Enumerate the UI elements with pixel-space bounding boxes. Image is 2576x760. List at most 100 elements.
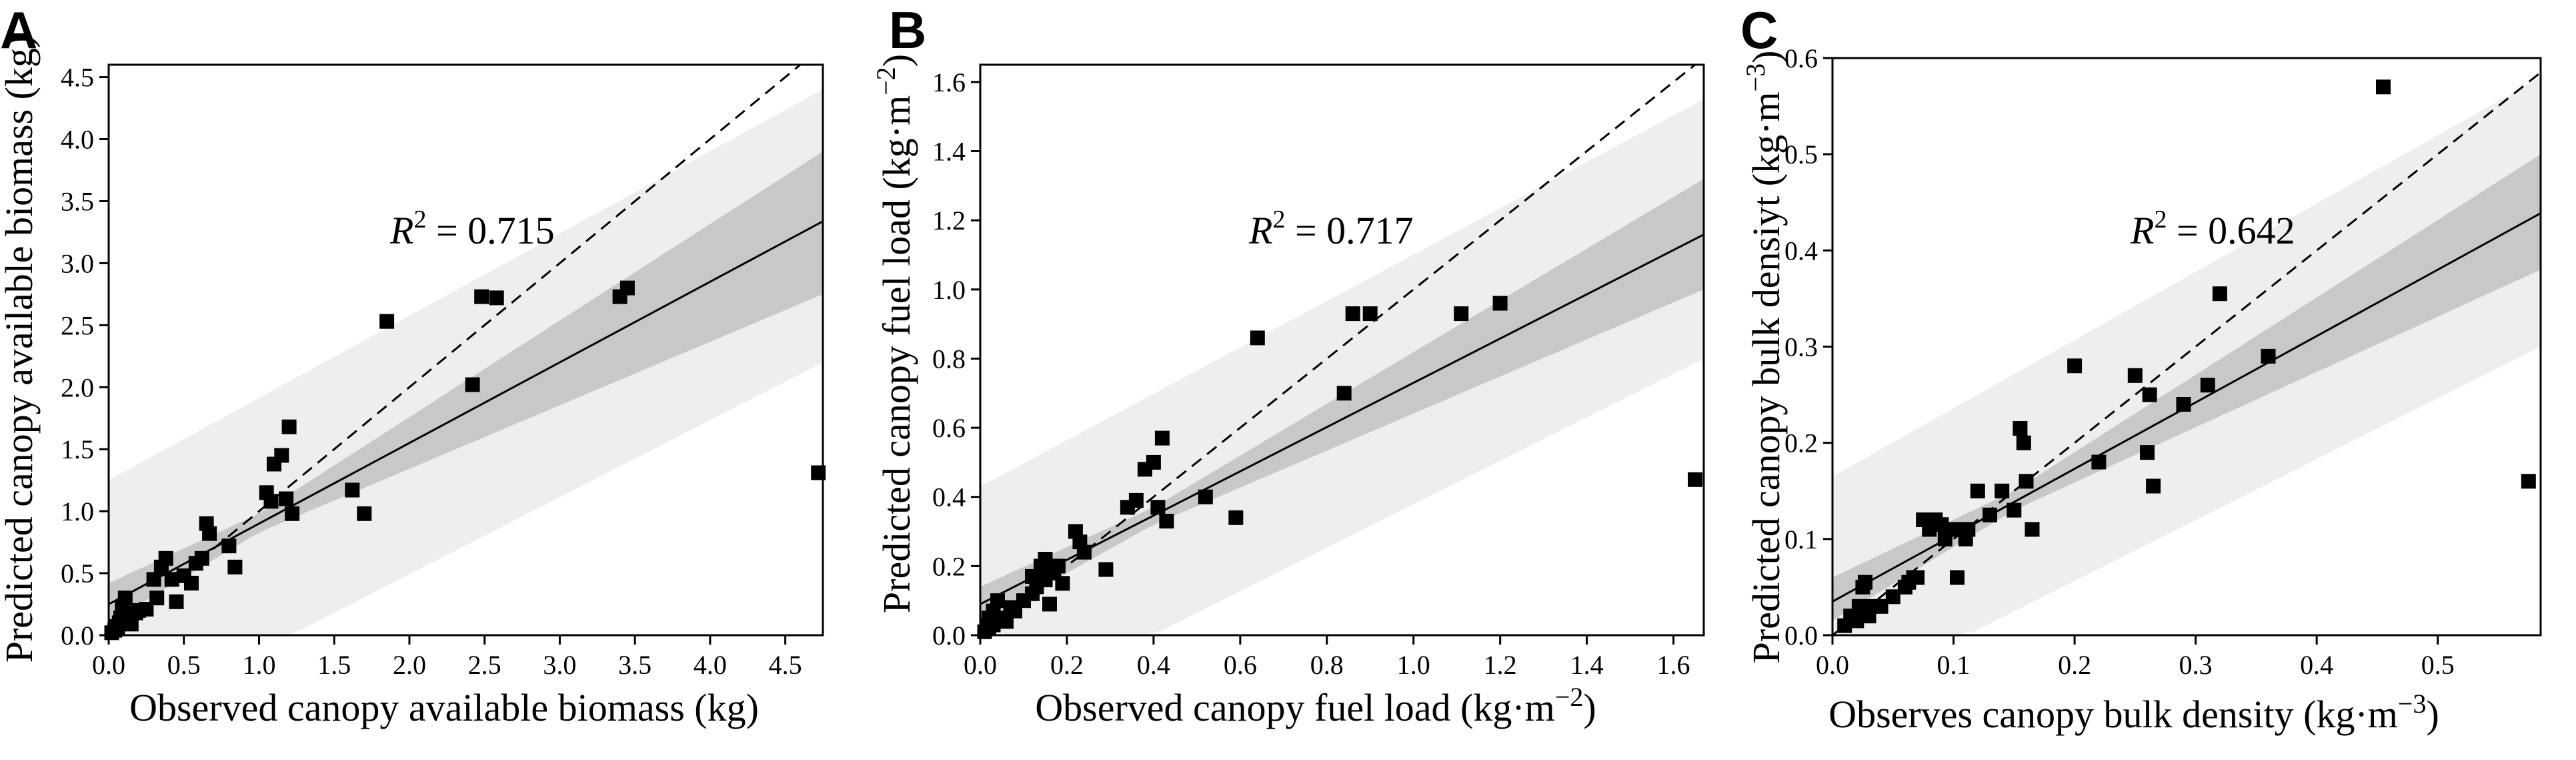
- panel-a-axes-frame: [107, 63, 824, 637]
- data-point: [2013, 421, 2028, 436]
- y-tick-label: 0.0: [932, 621, 966, 651]
- panel-c-x-axis-label: Observes canopy bulk density (kg·m−3): [1828, 689, 2439, 736]
- panel-b-one-to-one-dashed: [980, 63, 1696, 637]
- data-point: [1250, 330, 1265, 346]
- panel-a-y-axis-label: Predicted canopy available biomass (kg): [0, 35, 41, 663]
- panel-c-r2-label: R2 = 0.642: [2130, 206, 2295, 252]
- y-tick-label: 0.3: [1784, 332, 1818, 362]
- data-point: [474, 289, 489, 304]
- x-tick-label: 0.0: [1816, 650, 1849, 680]
- y-tick-label: 0.5: [1784, 139, 1818, 169]
- y-tick-label: 1.6: [932, 67, 966, 97]
- y-tick-label: 0.4: [1784, 236, 1818, 266]
- data-point: [158, 550, 173, 566]
- panel-b-axes: [979, 63, 1705, 637]
- data-point: [1492, 296, 1508, 311]
- x-tick-label: 0.2: [1050, 650, 1084, 680]
- panel-c-y-axis-label: Predicted canopy bulk densiyt (kg·m−3): [1740, 51, 1788, 664]
- x-tick-label: 1.0: [242, 650, 275, 680]
- panel-a: A 0.0 0.5 1.0 1.5 2.0 2.5 3.0 3.5 4.0 4.5 0.0 0.5 1…: [0, 1, 826, 729]
- data-point: [465, 377, 480, 392]
- data-point: [2376, 79, 2391, 95]
- panel-letter-a: A: [0, 1, 37, 59]
- panel-a-x-axis-label: Observed canopy available biomass (kg): [129, 686, 759, 729]
- data-point: [990, 593, 1005, 609]
- x-tick-label: 3.5: [618, 650, 652, 680]
- x-tick-label: 0.1: [1937, 650, 1971, 680]
- data-point: [619, 280, 635, 296]
- data-point: [169, 594, 184, 609]
- data-point: [1858, 575, 1872, 590]
- data-point: [274, 448, 289, 463]
- y-tick-label: 0.5: [61, 558, 94, 589]
- panel-a-axes: [107, 63, 824, 637]
- x-tick-label: 3.0: [543, 650, 576, 680]
- panel-c-one-to-one-line: [1832, 71, 2541, 637]
- panel-b-x-axis-label: Observed canopy fuel load (kg·m−2): [1035, 682, 1596, 729]
- data-point: [1885, 589, 1900, 605]
- panel-a-one-to-one-line: [108, 63, 802, 637]
- panel-c: C 0.0 0.1 0.2 0.3 0.4 0.5 0.00.10.20.30.40.50…: [1740, 1, 2542, 736]
- y-tick-label: 1.0: [932, 275, 966, 305]
- data-point: [1362, 306, 1378, 322]
- data-point: [1228, 510, 1244, 525]
- data-point: [2142, 387, 2157, 402]
- y-tick-label: 1.4: [932, 137, 966, 167]
- y-tick-label: 0.0: [1784, 621, 1818, 651]
- data-point: [1336, 386, 1352, 401]
- data-point: [2212, 286, 2227, 302]
- data-point: [202, 526, 217, 541]
- x-tick-label: 0.8: [1310, 650, 1344, 680]
- y-tick-label: 1.5: [61, 434, 94, 464]
- data-point: [1995, 483, 2010, 498]
- data-point: [117, 591, 133, 606]
- y-tick-label: 0.4: [932, 482, 966, 512]
- data-point: [1950, 570, 1965, 585]
- data-point: [123, 617, 139, 632]
- x-tick-label: 0.5: [2421, 650, 2455, 680]
- panel-b-fit-line: [980, 234, 1704, 605]
- x-tick-label: 4.0: [694, 650, 727, 680]
- x-tick-label: 1.5: [317, 650, 351, 680]
- y-tick-label: 0.1: [1784, 524, 1818, 554]
- data-point: [1098, 562, 1114, 577]
- data-point: [2146, 478, 2161, 494]
- data-point: [279, 491, 294, 506]
- data-point: [184, 575, 199, 591]
- data-point: [2067, 358, 2083, 374]
- y-tick-label: 0.2: [932, 551, 966, 581]
- data-point: [164, 572, 179, 587]
- data-point: [2091, 454, 2107, 470]
- panel-c-y-ticks: 0.0 0.1 0.2 0.3 0.4 0.5 0.6: [1784, 43, 1832, 651]
- x-tick-label: 0.0: [92, 650, 125, 680]
- data-point: [2016, 435, 2031, 450]
- panel-letter-c: C: [1740, 1, 1778, 59]
- panel-c-points: [1837, 79, 2536, 633]
- data-point: [1873, 599, 1888, 614]
- data-point: [1159, 514, 1174, 528]
- x-tick-label: 2.5: [468, 650, 501, 680]
- x-tick-label: 1.2: [1484, 650, 1517, 680]
- data-point: [263, 494, 279, 509]
- x-tick-label: 1.4: [1570, 650, 1604, 680]
- data-point: [1970, 483, 1985, 498]
- y-tick-label: 0.6: [1784, 43, 1818, 73]
- data-point: [2200, 378, 2215, 393]
- panel-a-points: [104, 280, 826, 641]
- panel-a-y-ticks: 0.0 0.5 1.0 1.5 2.0 2.5 3.0 3.5 4.0 4.5: [61, 63, 109, 651]
- data-point: [194, 550, 209, 566]
- data-point: [1146, 454, 1161, 470]
- y-tick-label: 4.5: [61, 63, 94, 93]
- data-point: [1076, 544, 1092, 560]
- data-point: [1038, 552, 1053, 566]
- panel-b-y-axis-label: Predicted canopy fuel load (kg·m−2): [871, 54, 918, 613]
- panel-b-x-ticks: 0.0 0.2 0.4 0.6 0.8 1.0 1.2 1.4 1.6: [964, 635, 1690, 680]
- x-tick-label: 0.4: [1137, 650, 1170, 680]
- data-point: [2176, 397, 2191, 412]
- panel-letter-b: B: [889, 1, 926, 59]
- data-point: [1983, 507, 1997, 522]
- y-tick-label: 3.5: [61, 186, 94, 216]
- data-point: [1154, 430, 1170, 446]
- data-point: [1042, 597, 1057, 612]
